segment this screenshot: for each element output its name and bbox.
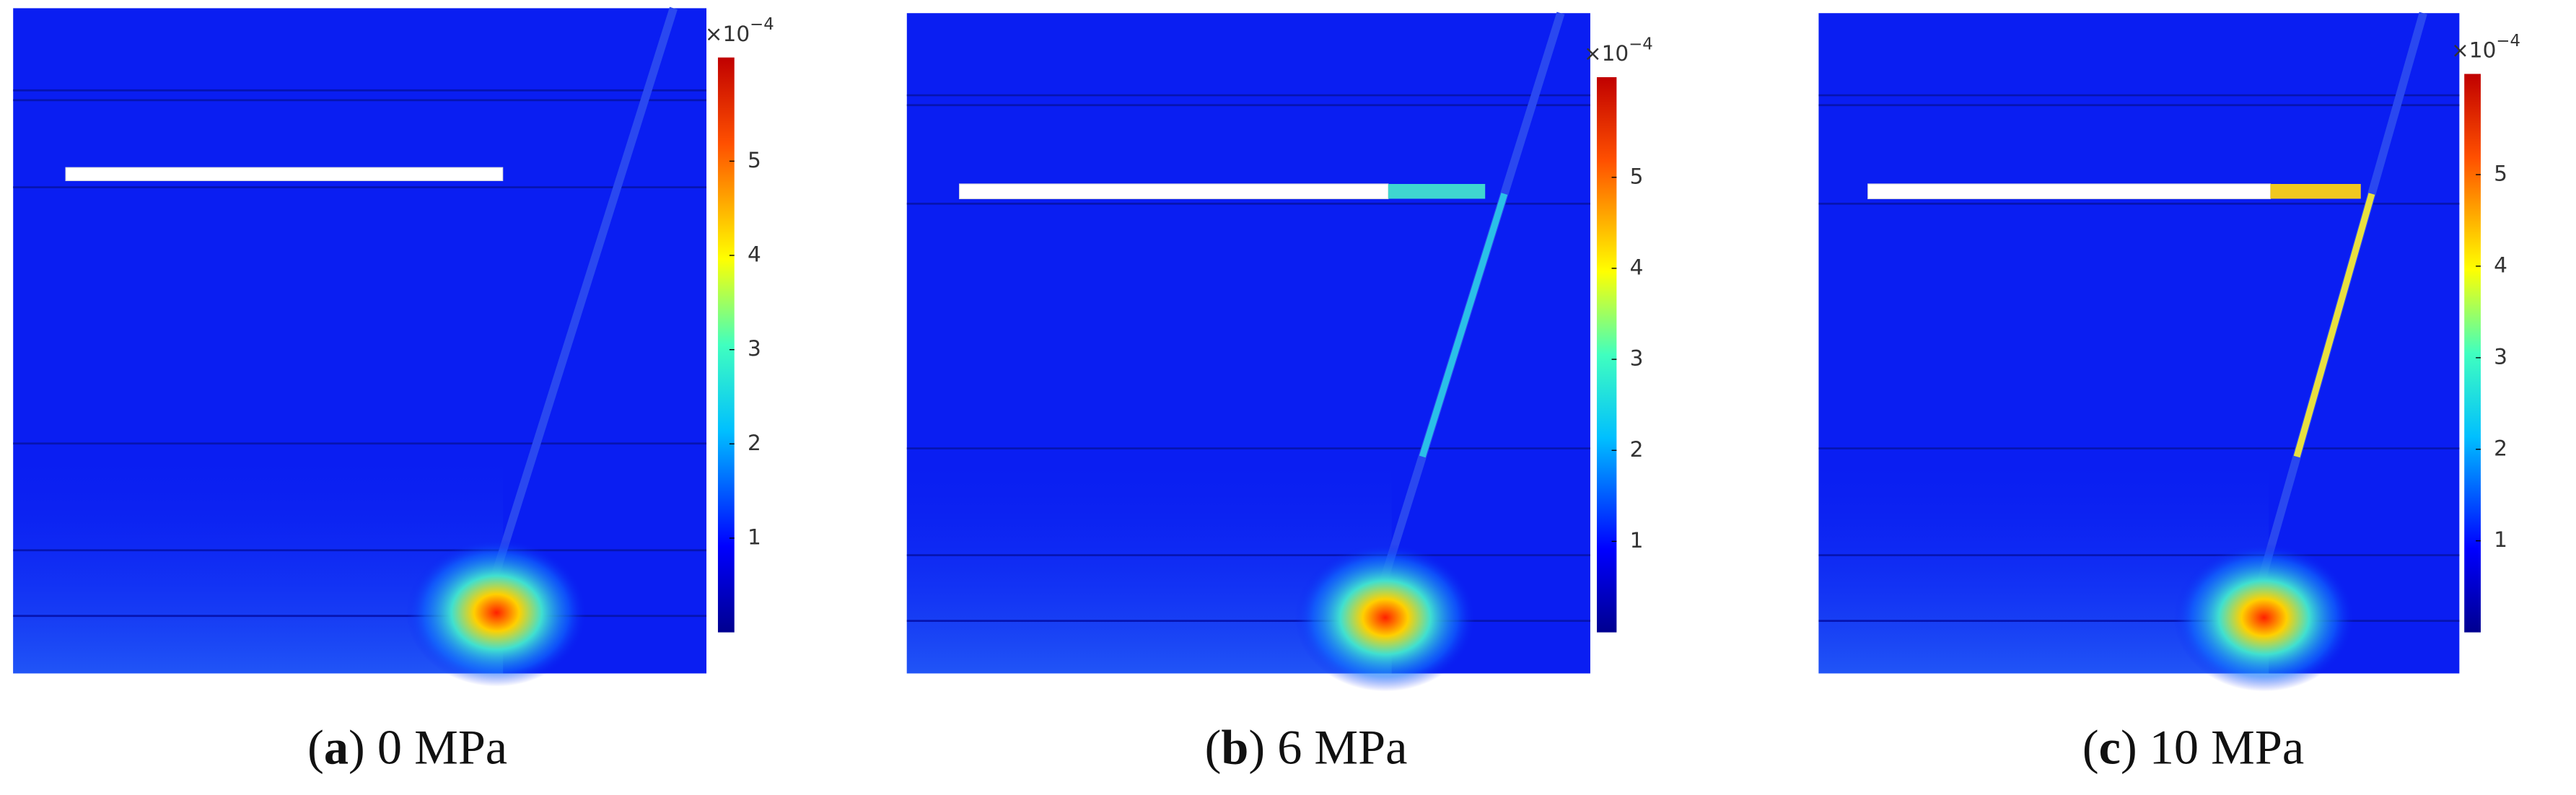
panel-caption: (a) 0 MPa: [307, 720, 507, 775]
stress-concentration: [2173, 543, 2354, 692]
colorbar-tick-label: 5: [748, 148, 761, 172]
panel: [1818, 12, 2460, 692]
panel: [13, 6, 707, 687]
multiplier-base: ×10: [1584, 41, 1629, 66]
panel: [906, 12, 1590, 692]
colorbar-tick-label: 2: [2494, 436, 2507, 460]
colorbar-tick-label: 1: [2494, 527, 2507, 552]
multiplier-exponent: −4: [750, 15, 774, 34]
injection-well: [1867, 183, 2271, 200]
injection-well: [959, 183, 1389, 200]
colorbar-tick-label: 3: [748, 336, 761, 361]
stress-concentration: [1294, 543, 1476, 692]
caption-text: ) 0 MPa: [349, 720, 507, 775]
colorbar-tick-label: 3: [2494, 344, 2507, 369]
caption-open: (: [1205, 720, 1222, 775]
colorbar-tick-label: 4: [748, 242, 761, 267]
colorbar-tick-label: 1: [748, 524, 761, 549]
multiplier-base: ×10: [705, 21, 750, 45]
colorbar-tick-label: 4: [1630, 255, 1644, 279]
multiplier-base: ×10: [2451, 38, 2496, 62]
fracture-opening: [1419, 193, 1508, 458]
colorbar-multiplier: ×10−4: [2451, 31, 2520, 62]
colorbar-tick-label: 5: [1630, 164, 1644, 188]
multiplier-exponent: −4: [1629, 35, 1653, 53]
caption-text: ) 6 MPa: [1248, 720, 1407, 775]
colorbar: [2464, 74, 2481, 633]
colorbar-tick-label: 2: [748, 431, 761, 455]
panel-caption: (c) 10 MPa: [2082, 720, 2304, 775]
multiplier-exponent: −4: [2496, 31, 2520, 50]
injection-well: [65, 167, 504, 182]
colorbar-tick-label: 5: [2494, 162, 2507, 186]
caption-text: ) 10 MPa: [2121, 720, 2304, 775]
caption-label: b: [1221, 720, 1248, 775]
colorbar-tick-label: 2: [1630, 437, 1644, 462]
caption-open: (: [307, 720, 324, 775]
colorbar-multiplier: ×10−4: [705, 15, 774, 46]
stress-concentration: [406, 538, 587, 687]
panel-caption: (b) 6 MPa: [1205, 720, 1408, 775]
fracture: [477, 6, 678, 621]
caption-label: c: [2099, 720, 2121, 775]
colorbar-tick-label: 1: [1630, 528, 1644, 553]
colorbar-tick-label: 4: [2494, 252, 2507, 277]
colorbar-tick-label: 3: [1630, 346, 1644, 371]
fracture-opening: [2293, 193, 2375, 458]
caption-open: (: [2082, 720, 2099, 775]
colorbar: [1597, 77, 1617, 633]
well-flow: [2270, 184, 2361, 199]
caption-label: a: [324, 720, 349, 775]
colorbar-multiplier: ×10−4: [1584, 35, 1653, 66]
colorbar: [717, 57, 735, 633]
well-flow: [1388, 184, 1486, 199]
